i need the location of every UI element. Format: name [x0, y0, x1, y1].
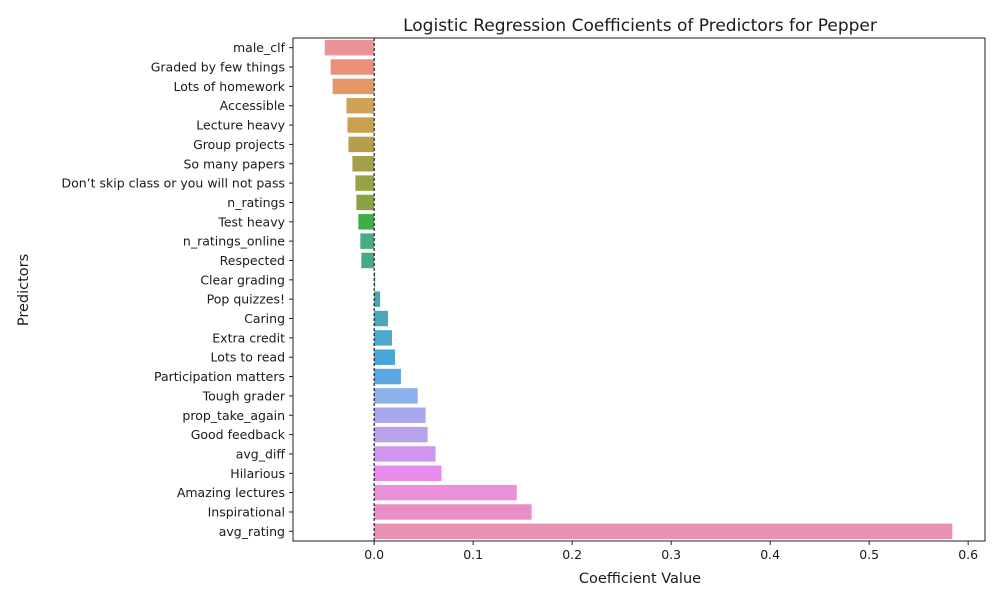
y-tick-label-3: Accessible — [220, 98, 286, 113]
x-tick-label-4: 0.4 — [760, 547, 780, 562]
bar-20 — [374, 426, 428, 443]
y-tick-label-25: avg_rating — [219, 524, 285, 539]
bar-25 — [374, 523, 953, 540]
y-tick-label-17: Participation matters — [154, 369, 285, 384]
bar-3 — [346, 97, 375, 114]
bar-6 — [352, 156, 375, 172]
y-tick-label-4: Lecture heavy — [196, 118, 285, 133]
bar-14 — [374, 310, 389, 327]
y-tick-label-1: Graded by few things — [151, 60, 285, 75]
bar-15 — [374, 330, 392, 346]
x-tick-label-1: 0.1 — [463, 547, 483, 562]
y-tick-label-19: prop_take_again — [182, 408, 285, 423]
y-tick-label-14: Caring — [244, 311, 285, 326]
y-tick-label-13: Pop quizzes! — [207, 292, 285, 307]
y-tick-label-21: avg_diff — [236, 446, 286, 461]
bar-13 — [374, 291, 381, 307]
y-tick-label-22: Hilarious — [230, 466, 285, 481]
x-tick-label-3: 0.3 — [661, 547, 681, 562]
bar-17 — [374, 368, 401, 385]
y-tick-label-8: n_ratings — [227, 195, 285, 210]
bar-1 — [330, 59, 375, 75]
bar-23 — [374, 484, 517, 501]
x-axis-label: Coefficient Value — [579, 571, 701, 587]
x-tick-label-0: 0.0 — [364, 547, 384, 562]
bar-4 — [347, 117, 375, 133]
y-tick-label-0: male_clf — [233, 40, 286, 55]
bar-18 — [374, 388, 418, 404]
plot-area: male_clf Graded by few things Lots of home… — [61, 37, 986, 562]
y-tick-label-15: Extra credit — [212, 330, 285, 345]
y-tick-label-18: Tough grader — [202, 388, 286, 403]
y-tick-label-23: Amazing lectures — [177, 485, 285, 500]
y-tick-label-5: Group projects — [193, 137, 285, 152]
bar-16 — [374, 349, 395, 365]
y-tick-label-6: So many papers — [183, 156, 285, 171]
y-tick-label-10: n_ratings_online — [183, 234, 285, 249]
bar-10 — [360, 233, 375, 249]
bar-24 — [374, 504, 532, 520]
y-tick-label-2: Lots of homework — [174, 79, 286, 94]
bar-2 — [332, 78, 375, 95]
y-tick-label-16: Lots to read — [211, 350, 285, 365]
x-tick-label-6: 0.6 — [958, 547, 978, 562]
y-tick-label-20: Good feedback — [191, 427, 286, 442]
bar-11 — [361, 252, 375, 269]
bar-22 — [374, 465, 442, 482]
bar-7 — [355, 175, 375, 191]
bar-21 — [374, 446, 436, 462]
y-tick-label-24: Inspirational — [208, 504, 285, 519]
bar-19 — [374, 407, 426, 423]
x-tick-label-5: 0.5 — [859, 547, 879, 562]
x-tick-label-2: 0.2 — [562, 547, 582, 562]
y-tick-label-9: Test heavy — [217, 214, 285, 229]
y-tick-label-12: Clear grading — [200, 272, 285, 287]
bar-5 — [348, 136, 375, 153]
y-axis-label: Predictors — [16, 254, 32, 326]
axes-frame — [292, 37, 986, 542]
chart-title: Logistic Regression Coefficients of Pred… — [403, 16, 877, 36]
y-tick-label-7: Don’t skip class or you will not pass — [61, 176, 285, 191]
bar-0 — [324, 39, 375, 56]
bar-9 — [358, 214, 375, 230]
y-tick-label-11: Respected — [220, 253, 285, 268]
bar-8 — [356, 194, 375, 211]
